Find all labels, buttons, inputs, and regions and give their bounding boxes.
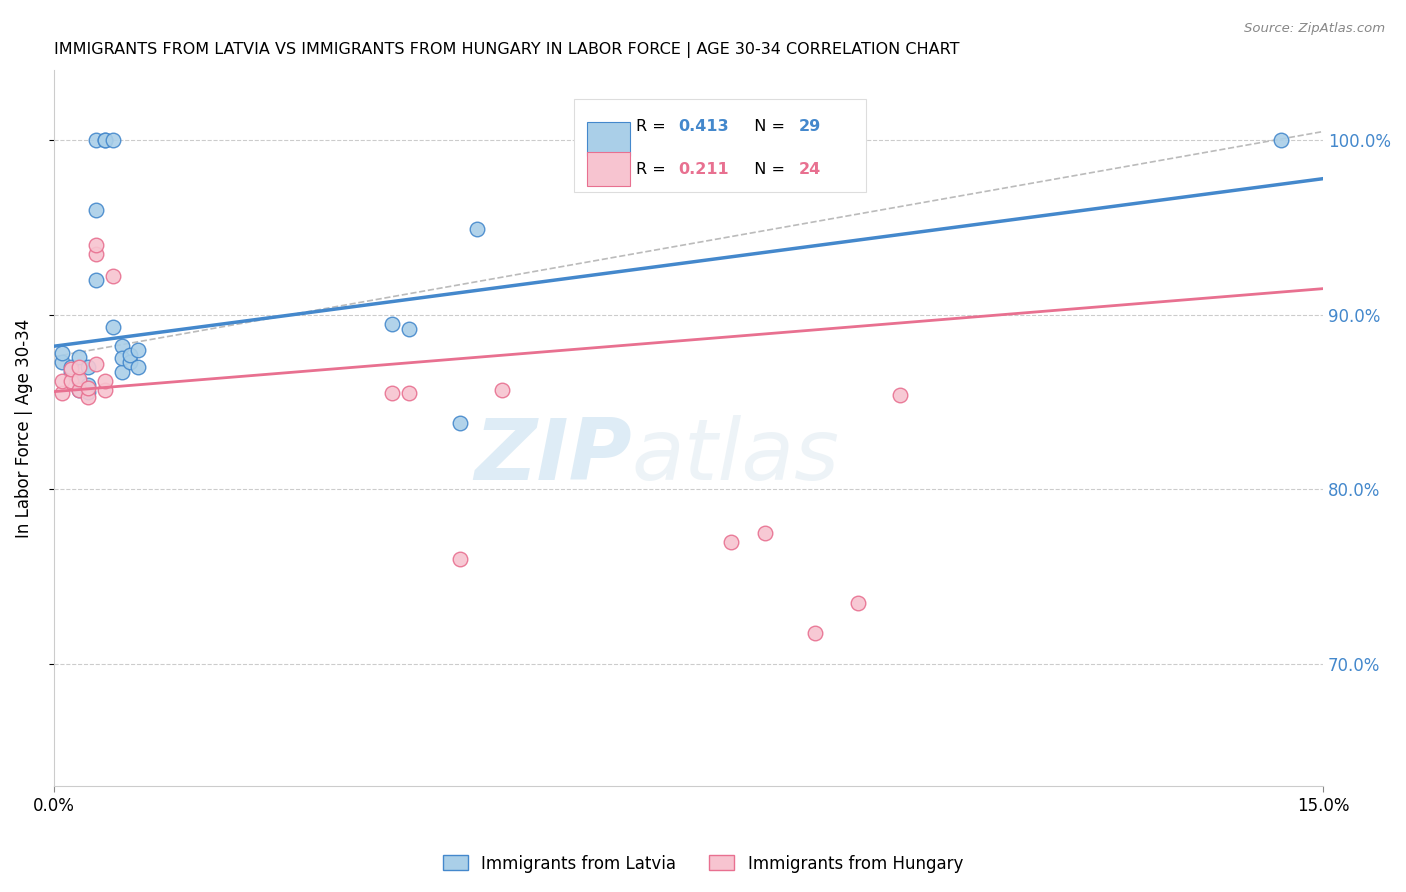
Y-axis label: In Labor Force | Age 30-34: In Labor Force | Age 30-34: [15, 318, 32, 538]
Point: [398, 386, 420, 401]
Point: [67, 350, 90, 364]
Text: N =: N =: [744, 161, 790, 177]
Point: [76, 360, 98, 375]
Point: [101, 133, 124, 147]
Point: [398, 322, 420, 336]
Point: [84, 238, 107, 252]
Point: [127, 343, 149, 357]
Point: [67, 374, 90, 388]
Point: [59, 374, 82, 388]
Point: [67, 360, 90, 375]
Point: [93, 133, 115, 147]
Text: 0.413: 0.413: [678, 119, 728, 134]
Point: [110, 339, 132, 353]
FancyBboxPatch shape: [586, 122, 630, 156]
Point: [51, 346, 73, 360]
Point: [59, 366, 82, 380]
Point: [67, 383, 90, 397]
Point: [84, 133, 107, 147]
Point: [720, 534, 742, 549]
Point: [67, 383, 90, 397]
Text: Source: ZipAtlas.com: Source: ZipAtlas.com: [1244, 22, 1385, 36]
Text: N =: N =: [744, 119, 790, 134]
Point: [381, 386, 404, 401]
Legend: Immigrants from Latvia, Immigrants from Hungary: Immigrants from Latvia, Immigrants from …: [436, 848, 970, 880]
Point: [59, 360, 82, 375]
Point: [67, 372, 90, 386]
FancyBboxPatch shape: [586, 152, 630, 186]
Point: [491, 383, 513, 397]
Point: [110, 366, 132, 380]
Point: [110, 351, 132, 366]
Point: [51, 355, 73, 369]
Text: 0.211: 0.211: [678, 161, 728, 177]
Point: [51, 374, 73, 388]
Point: [846, 596, 869, 610]
Point: [76, 384, 98, 399]
FancyBboxPatch shape: [574, 99, 866, 192]
Point: [804, 625, 827, 640]
Point: [59, 362, 82, 376]
Point: [76, 377, 98, 392]
Point: [101, 320, 124, 334]
Point: [76, 390, 98, 404]
Point: [84, 273, 107, 287]
Point: [465, 222, 488, 236]
Point: [449, 552, 471, 566]
Point: [93, 383, 115, 397]
Point: [118, 355, 141, 369]
Point: [84, 203, 107, 218]
Text: 29: 29: [799, 119, 821, 134]
Point: [93, 374, 115, 388]
Point: [449, 416, 471, 430]
Point: [84, 246, 107, 260]
Text: IMMIGRANTS FROM LATVIA VS IMMIGRANTS FROM HUNGARY IN LABOR FORCE | AGE 30-34 COR: IMMIGRANTS FROM LATVIA VS IMMIGRANTS FRO…: [53, 42, 959, 58]
Point: [889, 388, 911, 402]
Point: [84, 357, 107, 371]
Text: 24: 24: [799, 161, 821, 177]
Point: [76, 381, 98, 395]
Point: [51, 386, 73, 401]
Point: [118, 348, 141, 362]
Point: [93, 133, 115, 147]
Text: atlas: atlas: [631, 416, 839, 499]
Point: [101, 269, 124, 284]
Text: R =: R =: [637, 119, 671, 134]
Text: ZIP: ZIP: [474, 416, 631, 499]
Point: [1270, 133, 1292, 147]
Text: R =: R =: [637, 161, 671, 177]
Point: [754, 526, 776, 541]
Point: [127, 360, 149, 375]
Point: [381, 317, 404, 331]
